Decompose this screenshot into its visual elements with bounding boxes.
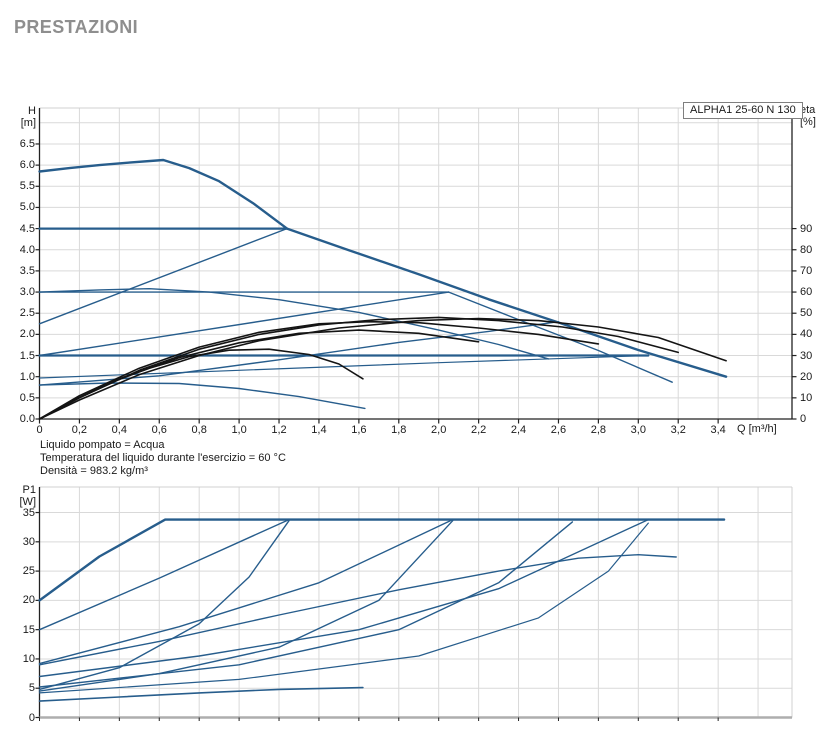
eta-tick-label: 10 <box>800 391 813 404</box>
h-tick-label: 4.5 <box>19 222 35 235</box>
h-tick-label: 5.0 <box>19 201 35 214</box>
h-tick-label: 3.5 <box>19 264 35 277</box>
curve-p1-speed2-arc <box>38 554 677 666</box>
h-tick-label: 4.0 <box>19 243 35 256</box>
x-tick-label: 3,0 <box>630 424 646 436</box>
eta-axis-title: eta [%] <box>800 104 816 128</box>
page-title: PRESTAZIONI <box>14 17 139 37</box>
x-tick-label: 2,0 <box>431 424 447 436</box>
h-axis-title: H [m] <box>20 105 36 129</box>
note-liquid: Liquido pompato = Acqua <box>40 439 165 451</box>
x-tick-label: 1,2 <box>271 424 287 436</box>
eta-tick-label: 20 <box>800 370 813 383</box>
x-tick-label: 2,6 <box>550 424 567 436</box>
x-tick-label: 1,6 <box>351 424 367 436</box>
curve-h-prop-press-4_5 <box>38 227 288 325</box>
p1-tick-label: 25 <box>22 565 35 578</box>
eta-tick-label: 30 <box>800 349 813 362</box>
p1-tick-label: 20 <box>22 594 35 607</box>
h-tick-label: 1.5 <box>19 349 35 362</box>
x-tick-label: 0,4 <box>111 424 127 436</box>
curve-h-speed2-tail <box>448 291 673 383</box>
curve-p1-prop-press-4_5 <box>38 520 290 691</box>
eta-tick-label: 60 <box>800 286 813 299</box>
x-tick-label: 0 <box>36 424 43 436</box>
curve-h-speed2-arc <box>38 288 550 360</box>
note-density: Densità = 983.2 kg/m³ <box>40 465 148 477</box>
curve-h-prop-press-3_0 <box>38 291 450 357</box>
p1-tick-label: 35 <box>22 506 35 519</box>
curve-eta-min-speed <box>38 348 364 420</box>
q-axis-title: Q [m³/h] <box>737 423 777 435</box>
h-tick-label: 5.5 <box>19 180 35 193</box>
x-tick-label: 1,8 <box>391 424 407 436</box>
eta-tick-label: 70 <box>800 264 813 277</box>
eta-tick-label: 80 <box>800 243 813 256</box>
h-tick-label: 1.0 <box>19 370 35 383</box>
p1-tick-label: 10 <box>22 652 35 665</box>
eta-tick-label: 90 <box>800 222 813 235</box>
curve-p1-const-press-1_5 <box>38 518 649 678</box>
x-tick-label: 0,8 <box>191 424 207 436</box>
h-tick-label: 2.5 <box>19 307 35 320</box>
note-temperature: Temperatura del liquido durante l'eserci… <box>40 452 286 464</box>
curve-h-max-speed <box>38 158 728 378</box>
pump-model-label: ALPHA1 25-60 N 130 <box>683 102 803 119</box>
curve-p1-const-press-3_0 <box>38 518 454 665</box>
x-tick-label: 3,2 <box>670 424 686 436</box>
h-tick-label: 2.0 <box>19 328 35 341</box>
curve-eta-curve-mid <box>38 329 480 420</box>
p1-axis-title: P1 [W] <box>19 484 37 508</box>
h-tick-label: 0.5 <box>19 391 35 404</box>
eta-tick-label: 50 <box>800 307 813 320</box>
p1-tick-label: 15 <box>22 623 35 636</box>
eta-tick-label: 0 <box>800 413 807 425</box>
p1-tick-label: 30 <box>22 535 35 548</box>
curve-eta-max-speed <box>38 317 727 420</box>
x-tick-label: 2,2 <box>470 424 487 436</box>
curve-p1-autoadapt <box>38 521 574 688</box>
x-tick-label: 3,4 <box>710 424 726 436</box>
curve-p1-min-speed <box>38 686 364 702</box>
curve-p1-prop-press-3_0 <box>38 520 454 692</box>
x-tick-label: 2,4 <box>510 424 527 436</box>
x-tick-label: 2,8 <box>590 424 607 436</box>
x-tick-label: 0,2 <box>71 424 88 436</box>
curve-eta-curve-3 <box>38 320 600 420</box>
x-tick-label: 1,4 <box>311 424 327 436</box>
p1-tick-label: 5 <box>28 682 35 695</box>
h-tick-label: 3.0 <box>19 286 35 299</box>
curve-p1-prop-press-1_5 <box>38 522 649 694</box>
eta-tick-label: 40 <box>800 328 813 341</box>
x-tick-label: 0,6 <box>151 424 167 436</box>
h-tick-label: 0.0 <box>19 413 35 425</box>
curve-p1-const-press-4_5 <box>38 518 290 631</box>
x-tick-label: 1,0 <box>231 424 247 436</box>
p1-tick-label: 0 <box>28 711 35 724</box>
curve-p1-max-speed <box>38 518 726 602</box>
h-tick-label: 6.0 <box>19 159 35 172</box>
curve-h-min-speed <box>38 382 366 410</box>
h-tick-label: 6.5 <box>19 137 35 150</box>
